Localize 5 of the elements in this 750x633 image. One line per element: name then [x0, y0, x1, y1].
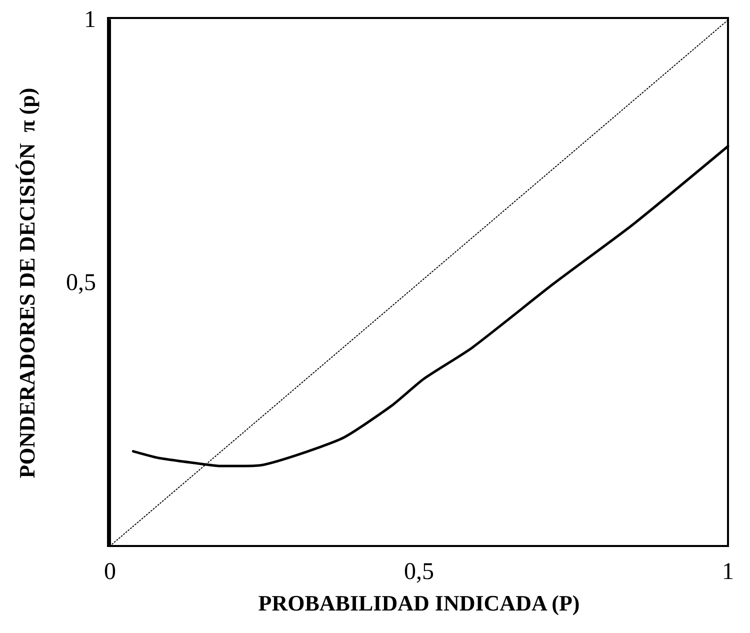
x-tick-label: 0,5: [404, 559, 434, 585]
x-tick-label: 0: [104, 559, 116, 585]
y-axis-title: PONDERADORES DE DECISIÓN π (p): [14, 88, 40, 478]
x-axis-title: PROBABILIDAD INDICADA (P): [258, 590, 580, 616]
x-tick-label: 1: [722, 559, 734, 585]
